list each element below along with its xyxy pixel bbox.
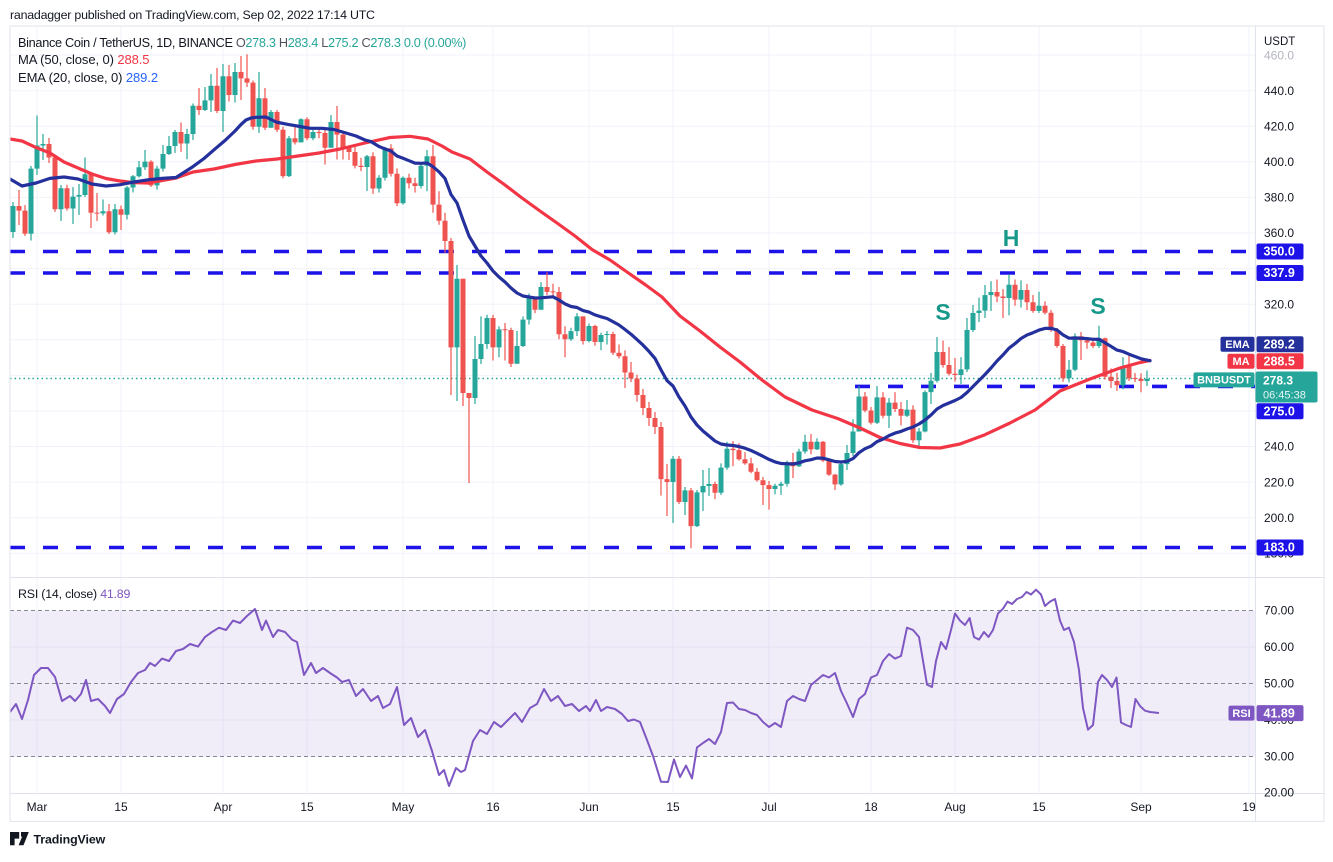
svg-text:70.00: 70.00 <box>1264 604 1294 618</box>
svg-text:200.0: 200.0 <box>1264 511 1294 525</box>
svg-text:15: 15 <box>666 800 680 814</box>
svg-text:EMA (20, close, 0) 289.2: EMA (20, close, 0) 289.2 <box>18 70 158 85</box>
svg-text:RSI (14, close) 41.89: RSI (14, close) 41.89 <box>18 587 131 601</box>
svg-text:16: 16 <box>486 800 500 814</box>
svg-text:220.0: 220.0 <box>1264 475 1294 489</box>
svg-text:Aug: Aug <box>944 800 965 814</box>
svg-text:288.5: 288.5 <box>1264 354 1295 368</box>
svg-text:183.0: 183.0 <box>1264 541 1295 555</box>
svg-text:337.9: 337.9 <box>1264 266 1295 280</box>
svg-text:Apr: Apr <box>214 800 233 814</box>
svg-text:Mar: Mar <box>27 800 48 814</box>
svg-text:50.00: 50.00 <box>1264 677 1294 691</box>
svg-text:460.0: 460.0 <box>1264 48 1294 62</box>
svg-text:TradingView: TradingView <box>34 833 106 847</box>
svg-text:278.3: 278.3 <box>1263 374 1293 388</box>
svg-text:320.0: 320.0 <box>1264 297 1294 311</box>
svg-text:RSI: RSI <box>1232 708 1250 720</box>
svg-text:41.89: 41.89 <box>1264 706 1295 720</box>
svg-text:15: 15 <box>1032 800 1046 814</box>
svg-text:380.0: 380.0 <box>1264 191 1294 205</box>
svg-text:350.0: 350.0 <box>1264 245 1295 259</box>
svg-text:360.0: 360.0 <box>1264 226 1294 240</box>
svg-text:400.0: 400.0 <box>1264 155 1294 169</box>
svg-text:440.0: 440.0 <box>1264 84 1294 98</box>
svg-text:Binance Coin / TetherUS, 1D, B: Binance Coin / TetherUS, 1D, BINANCE O27… <box>18 36 466 50</box>
svg-text:Jul: Jul <box>761 800 776 814</box>
svg-text:20.00: 20.00 <box>1264 786 1294 800</box>
svg-text:MA (50, close, 0) 288.5: MA (50, close, 0) 288.5 <box>18 52 149 67</box>
svg-text:Jun: Jun <box>579 800 598 814</box>
svg-text:BNBUSDT: BNBUSDT <box>1197 375 1251 387</box>
svg-text:06:45:38: 06:45:38 <box>1263 390 1306 402</box>
svg-text:30.00: 30.00 <box>1264 750 1294 764</box>
svg-text:ranadagger published on Tradin: ranadagger published on TradingView.com,… <box>10 8 375 22</box>
svg-text:275.0: 275.0 <box>1264 404 1295 418</box>
svg-text:S: S <box>935 299 950 325</box>
svg-text:H: H <box>1003 225 1020 251</box>
svg-text:S: S <box>1090 293 1105 319</box>
svg-text:15: 15 <box>114 800 128 814</box>
svg-text:289.2: 289.2 <box>1264 338 1295 352</box>
svg-text:MA: MA <box>1232 356 1249 368</box>
svg-text:Sep: Sep <box>1130 800 1152 814</box>
svg-text:May: May <box>392 800 415 814</box>
svg-text:60.00: 60.00 <box>1264 640 1294 654</box>
svg-text:USDT: USDT <box>1264 36 1295 48</box>
svg-text:420.0: 420.0 <box>1264 120 1294 134</box>
svg-text:15: 15 <box>300 800 314 814</box>
svg-text:240.0: 240.0 <box>1264 440 1294 454</box>
svg-text:18: 18 <box>864 800 878 814</box>
svg-text:19: 19 <box>1242 800 1256 814</box>
svg-text:EMA: EMA <box>1225 339 1250 351</box>
